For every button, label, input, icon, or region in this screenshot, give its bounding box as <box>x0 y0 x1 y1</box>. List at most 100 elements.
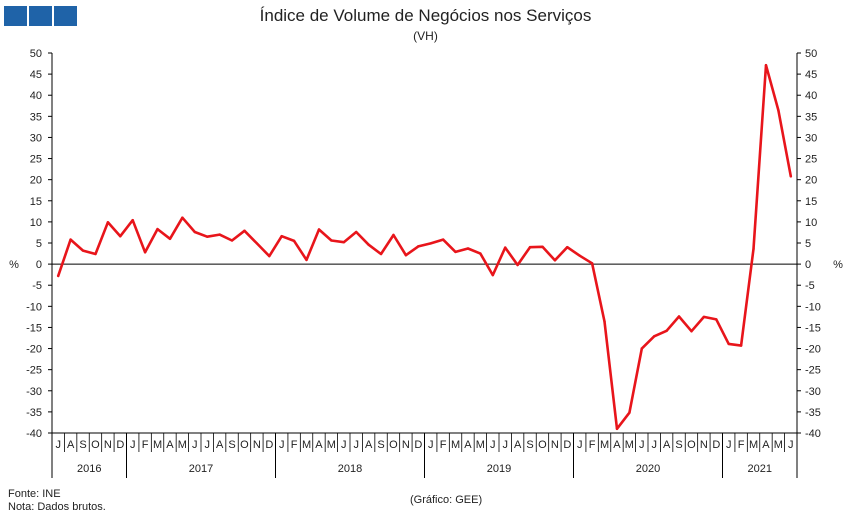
y-tick-label-right: 20 <box>805 175 817 187</box>
month-tick-label: S <box>228 439 235 451</box>
data-point <box>143 251 147 254</box>
y-tick-label-right: 40 <box>805 90 817 102</box>
data-point <box>764 64 768 67</box>
month-tick-label: S <box>526 439 533 451</box>
data-point <box>665 329 668 333</box>
month-tick-label: N <box>551 439 559 451</box>
data-point <box>317 228 321 231</box>
month-tick-label: J <box>428 439 434 451</box>
source-text: Fonte: INE <box>8 488 61 500</box>
month-tick-label: A <box>663 439 671 451</box>
data-point <box>578 254 581 257</box>
year-tick-label: 2020 <box>636 463 660 475</box>
data-point <box>541 245 544 248</box>
month-tick-label: J <box>55 439 61 451</box>
data-point <box>168 237 172 240</box>
month-tick-label: F <box>589 439 596 451</box>
year-tick-label: 2016 <box>77 463 101 475</box>
month-tick-label: D <box>712 439 720 451</box>
data-point <box>653 335 656 338</box>
month-tick-label: S <box>377 439 384 451</box>
data-point <box>553 259 557 262</box>
y-tick-label-left: 50 <box>30 48 42 60</box>
month-tick-label: M <box>178 439 187 451</box>
note-text: Nota: Dados brutos. <box>8 501 106 513</box>
month-tick-label: J <box>192 439 198 451</box>
data-point <box>504 246 507 249</box>
month-tick-label: D <box>116 439 124 451</box>
month-tick-label: M <box>774 439 783 451</box>
month-tick-label: D <box>265 439 273 451</box>
y-unit-label-right: % <box>833 259 843 271</box>
month-tick-label: J <box>726 439 732 451</box>
data-point <box>342 240 345 244</box>
y-tick-label-right: 25 <box>805 154 817 166</box>
data-point <box>640 347 643 350</box>
month-tick-label: M <box>625 439 634 451</box>
y-tick-label-left: -35 <box>26 407 42 419</box>
y-tick-label-left: -15 <box>26 322 42 334</box>
data-point <box>566 246 569 249</box>
y-tick-label-right: -30 <box>805 386 821 398</box>
month-tick-label: A <box>315 439 323 451</box>
month-tick-label: M <box>451 439 460 451</box>
data-point <box>677 315 681 318</box>
credit-text: (Gráfico: GEE) <box>410 494 483 506</box>
month-tick-label: F <box>291 439 298 451</box>
data-point <box>628 411 631 414</box>
month-tick-label: F <box>440 439 447 451</box>
year-tick-label: 2018 <box>338 463 362 475</box>
month-tick-label: D <box>414 439 422 451</box>
data-point <box>789 175 792 178</box>
data-point <box>466 247 470 250</box>
month-tick-label: N <box>402 439 410 451</box>
month-tick-label: N <box>700 439 708 451</box>
y-tick-label-right: 10 <box>805 217 817 229</box>
data-point <box>367 243 370 246</box>
month-tick-label: J <box>577 439 583 451</box>
month-tick-label: J <box>204 439 210 451</box>
month-tick-label: J <box>502 439 508 451</box>
data-point <box>739 344 743 347</box>
data-point <box>106 221 110 224</box>
year-tick-label: 2021 <box>748 463 772 475</box>
month-tick-label: M <box>600 439 609 451</box>
month-tick-label: O <box>240 439 249 451</box>
y-tick-label-right: 30 <box>805 132 817 144</box>
month-tick-label: M <box>749 439 758 451</box>
data-point <box>218 233 221 236</box>
y-tick-label-right: -40 <box>805 428 821 440</box>
month-tick-label: A <box>166 439 174 451</box>
y-tick-label-left: 25 <box>30 154 42 166</box>
month-tick-label: M <box>327 439 336 451</box>
logo-block <box>29 6 52 26</box>
month-tick-label: A <box>365 439 373 451</box>
data-point <box>752 247 755 251</box>
y-tick-label-right: -5 <box>805 280 815 292</box>
data-point <box>243 229 246 232</box>
data-point <box>131 219 134 222</box>
y-tick-label-right: -20 <box>805 344 821 356</box>
chart-subtitle: (VH) <box>413 29 438 43</box>
data-point <box>206 235 209 238</box>
data-point <box>603 320 606 323</box>
y-tick-label-left: -5 <box>32 280 42 292</box>
y-tick-label-left: -20 <box>26 344 42 356</box>
month-tick-label: N <box>104 439 112 451</box>
month-tick-label: O <box>389 439 398 451</box>
month-tick-label: J <box>353 439 359 451</box>
y-tick-label-left: -25 <box>26 365 42 377</box>
gee-logo <box>4 6 77 26</box>
data-point <box>715 318 718 321</box>
logo-block <box>4 6 27 26</box>
month-tick-label: S <box>79 439 86 451</box>
data-point <box>702 315 706 319</box>
data-point <box>404 254 408 257</box>
y-tick-label-left: 45 <box>30 69 42 81</box>
data-point <box>94 252 97 256</box>
month-tick-label: F <box>142 439 149 451</box>
y-tick-label-right: 35 <box>805 111 817 123</box>
y-tick-label-left: -30 <box>26 386 42 398</box>
y-tick-label-right: -25 <box>805 365 821 377</box>
data-point <box>69 238 72 241</box>
